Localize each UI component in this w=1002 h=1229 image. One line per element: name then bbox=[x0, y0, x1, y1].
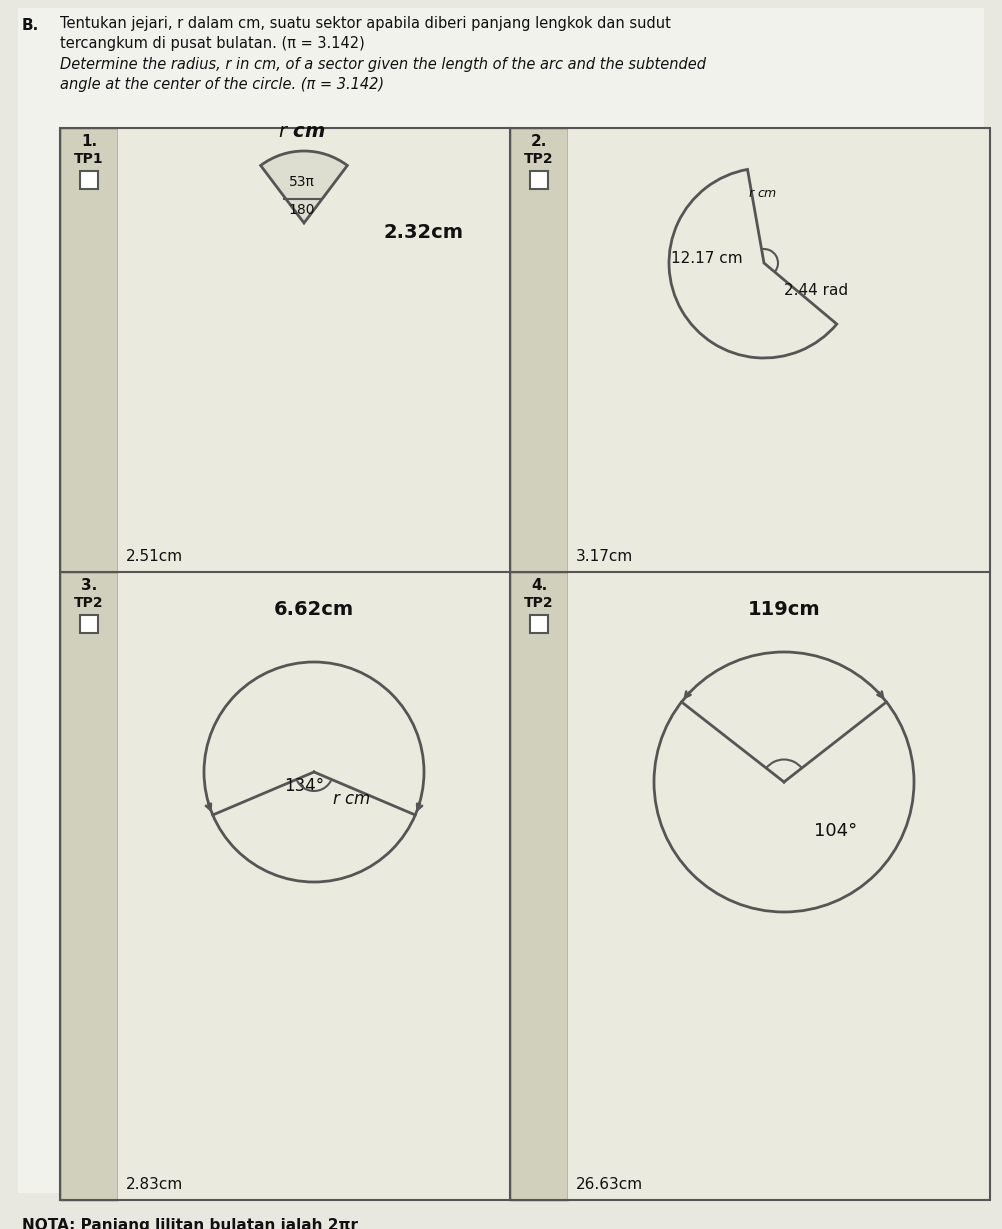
Text: 6.62cm: 6.62cm bbox=[274, 600, 354, 619]
Text: 53π: 53π bbox=[289, 175, 315, 189]
Bar bbox=[510, 128, 568, 571]
Text: $r$ cm: $r$ cm bbox=[332, 790, 371, 807]
Bar bbox=[530, 171, 548, 189]
Text: Determine the radius, r in cm, of a sector given the length of the arc and the s: Determine the radius, r in cm, of a sect… bbox=[60, 57, 706, 73]
Text: 3.17cm: 3.17cm bbox=[576, 549, 633, 564]
Bar bbox=[80, 171, 98, 189]
Bar bbox=[510, 571, 568, 1200]
Text: 1.: 1. bbox=[81, 134, 97, 149]
Text: tercangkum di pusat bulatan. (π = 3.142): tercangkum di pusat bulatan. (π = 3.142) bbox=[60, 36, 365, 50]
Text: 2.51cm: 2.51cm bbox=[126, 549, 183, 564]
Text: 134°: 134° bbox=[284, 777, 324, 795]
Bar bbox=[568, 128, 990, 571]
Bar bbox=[80, 614, 98, 633]
Text: 2.32cm: 2.32cm bbox=[384, 224, 464, 242]
Text: $r$ cm: $r$ cm bbox=[747, 187, 778, 200]
Text: 26.63cm: 26.63cm bbox=[576, 1177, 643, 1192]
Text: 2.83cm: 2.83cm bbox=[126, 1177, 183, 1192]
Text: 2.44 rad: 2.44 rad bbox=[784, 283, 848, 297]
Text: TP2: TP2 bbox=[524, 596, 554, 610]
Text: 2.: 2. bbox=[531, 134, 547, 149]
Text: 104°: 104° bbox=[814, 822, 858, 839]
Bar bbox=[60, 128, 990, 1200]
Text: 3.: 3. bbox=[81, 578, 97, 594]
Wedge shape bbox=[261, 151, 348, 222]
Bar bbox=[530, 614, 548, 633]
Bar bbox=[568, 571, 990, 1200]
Text: 119cm: 119cm bbox=[747, 600, 821, 619]
Bar bbox=[118, 128, 510, 571]
Bar bbox=[60, 128, 118, 571]
Text: TP1: TP1 bbox=[74, 152, 104, 166]
Text: NOTA: Panjang lilitan bulatan ialah 2πr: NOTA: Panjang lilitan bulatan ialah 2πr bbox=[22, 1218, 358, 1229]
Text: 12.17 cm: 12.17 cm bbox=[670, 251, 742, 267]
Text: $r$ cm: $r$ cm bbox=[279, 122, 326, 141]
Text: 180: 180 bbox=[289, 203, 316, 218]
Text: Tentukan jejari, r dalam cm, suatu sektor apabila diberi panjang lengkok dan sud: Tentukan jejari, r dalam cm, suatu sekto… bbox=[60, 16, 671, 31]
Bar bbox=[118, 571, 510, 1200]
Bar bbox=[60, 571, 118, 1200]
Text: TP2: TP2 bbox=[524, 152, 554, 166]
Text: angle at the center of the circle. (π = 3.142): angle at the center of the circle. (π = … bbox=[60, 77, 384, 92]
Text: TP2: TP2 bbox=[74, 596, 104, 610]
Text: 4.: 4. bbox=[531, 578, 547, 594]
Text: B.: B. bbox=[22, 18, 39, 33]
